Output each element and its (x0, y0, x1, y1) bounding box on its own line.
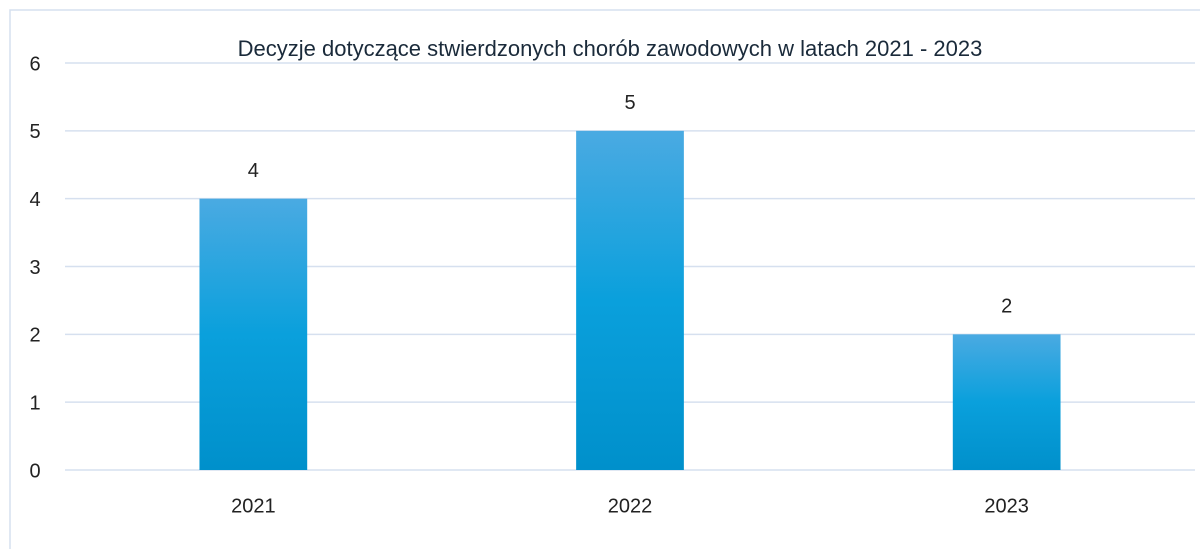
data-label: 2 (1001, 296, 1012, 318)
data-label: 5 (624, 92, 635, 114)
y-tick-label: 0 (29, 460, 40, 482)
chart-title: Decyzje dotyczące stwierdzonych chorób z… (238, 36, 983, 61)
bar (199, 198, 308, 470)
bar (576, 130, 684, 471)
chart-border (9, 9, 1200, 549)
data-label: 4 (248, 160, 259, 182)
x-tick-label: 2022 (608, 495, 653, 517)
y-tick-label: 1 (29, 392, 40, 414)
y-tick-label: 3 (29, 257, 40, 279)
y-tick-label: 4 (29, 189, 40, 211)
y-tick-label: 6 (29, 53, 40, 75)
bar (952, 334, 1061, 470)
y-tick-label: 2 (29, 325, 40, 347)
x-tick-label: 2023 (984, 495, 1029, 517)
x-tick-label: 2021 (231, 495, 276, 517)
y-tick-label: 5 (29, 121, 40, 143)
